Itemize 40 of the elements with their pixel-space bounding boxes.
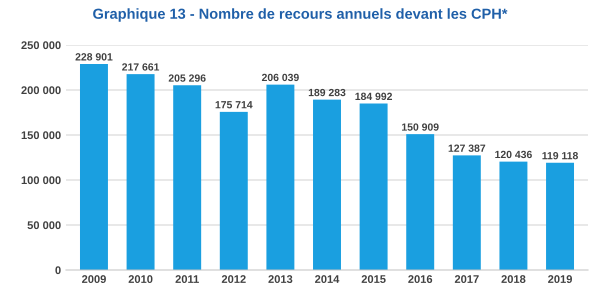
- bar: [499, 162, 528, 270]
- y-tick-label: 150 000: [22, 131, 61, 140]
- x-tick-label: 2018: [501, 275, 526, 284]
- data-label: 175 714: [216, 101, 253, 108]
- x-tick-label: 2015: [362, 275, 386, 284]
- bar: [220, 112, 248, 270]
- x-tick-label: 2014: [315, 275, 340, 284]
- data-label: 120 436: [495, 150, 532, 158]
- data-label: 189 283: [308, 88, 346, 96]
- y-tick-label: 100 000: [22, 176, 61, 184]
- data-label: 127 387: [448, 144, 486, 152]
- y-tick-label: 0: [55, 266, 61, 274]
- y-tick-label: 50 000: [28, 221, 61, 230]
- bar: [126, 74, 155, 270]
- x-tick-label: 2011: [176, 275, 199, 284]
- y-tick-label: 250 000: [21, 41, 61, 50]
- x-tick-label: 2012: [222, 275, 246, 284]
- data-label: 119 118: [542, 152, 578, 160]
- x-tick-label: 2016: [408, 275, 432, 284]
- data-label: 205 296: [168, 74, 206, 82]
- bar: [406, 134, 434, 270]
- data-label: 184 992: [355, 92, 392, 100]
- bar: [80, 64, 108, 270]
- data-label: 150 909: [402, 123, 439, 131]
- bar: [546, 162, 574, 270]
- y-tick-label: 200 000: [21, 86, 61, 94]
- x-tick-label: 2017: [454, 275, 479, 284]
- data-label: 217 661: [122, 63, 160, 71]
- bar: [313, 100, 341, 270]
- data-label: 206 039: [262, 74, 299, 82]
- x-tick-label: 2019: [548, 275, 572, 284]
- bar: [452, 155, 481, 270]
- x-tick-label: 2009: [82, 275, 106, 284]
- chart-title: Graphique 13 - Nombre de recours annuels devant les CPH*: [93, 8, 508, 22]
- bar: [173, 85, 202, 270]
- bar: [360, 104, 388, 270]
- bar: [266, 84, 294, 270]
- x-tick-label: 2010: [128, 275, 152, 284]
- x-tick-label: 2013: [268, 275, 292, 284]
- data-label: 228 901: [76, 53, 113, 61]
